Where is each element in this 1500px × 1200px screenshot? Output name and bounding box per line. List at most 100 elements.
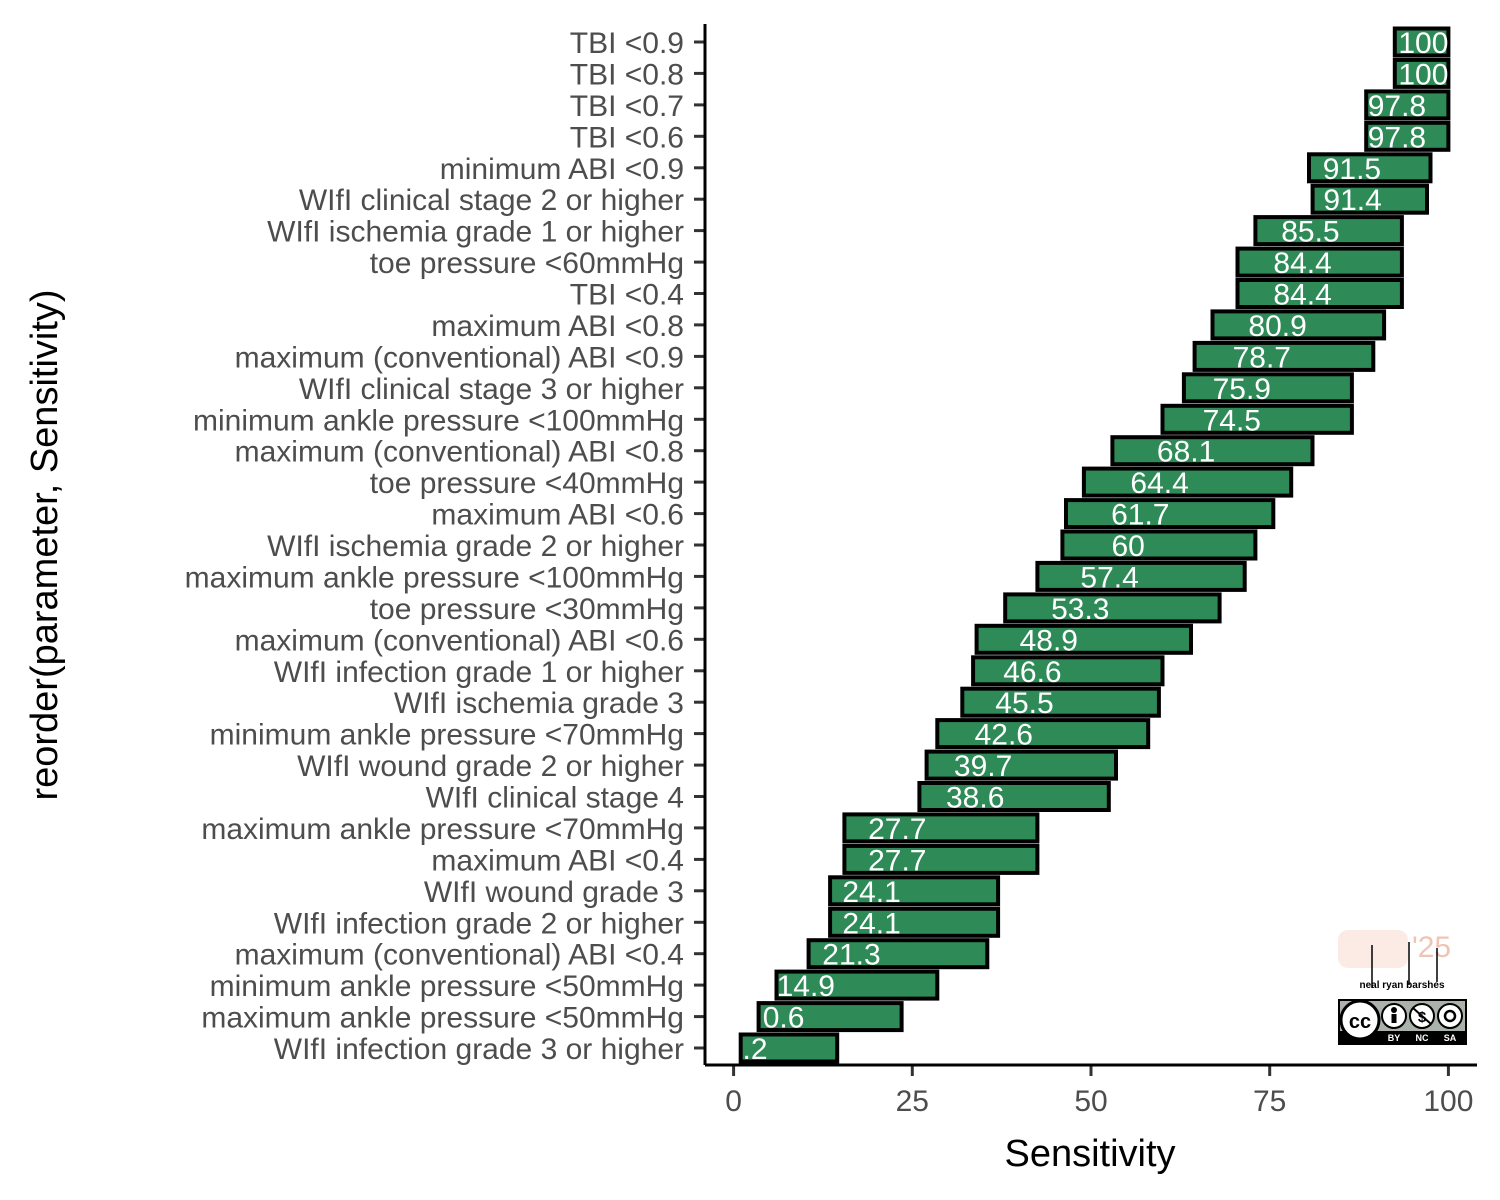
category-label: minimum ankle pressure <100mmHg bbox=[193, 404, 684, 437]
category-label: minimum ABI <0.9 bbox=[440, 153, 684, 186]
data-label: 74.5 bbox=[1203, 404, 1261, 437]
y-axis-title: reorder(parameter, Sensitivity) bbox=[24, 289, 66, 800]
data-label: 64.4 bbox=[1130, 467, 1188, 500]
data-label: 100 bbox=[1398, 58, 1448, 91]
bar bbox=[1064, 498, 1276, 530]
x-axis-title: Sensitivity bbox=[1004, 1133, 1175, 1175]
license-label-sa: SA bbox=[1444, 1033, 1457, 1043]
data-label: 75.9 bbox=[1213, 373, 1271, 406]
category-label: WIfI ischemia grade 2 or higher bbox=[267, 530, 684, 563]
data-label: 61.7 bbox=[1111, 499, 1169, 532]
data-label: 21.3 bbox=[822, 939, 880, 972]
category-label: WIfI infection grade 3 or higher bbox=[274, 1033, 684, 1066]
data-labels-layer: 10010097.897.891.591.485.584.484.480.978… bbox=[742, 27, 1448, 1066]
data-label: 85.5 bbox=[1281, 216, 1339, 249]
bar bbox=[756, 1001, 904, 1033]
watermark: '25 neal ryan barshes cc $ BY NC SA bbox=[1338, 930, 1467, 1045]
category-label: WIfI ischemia grade 3 bbox=[394, 687, 684, 720]
bar bbox=[960, 686, 1161, 718]
category-label: WIfI wound grade 3 bbox=[424, 876, 684, 909]
data-label: 24.1 bbox=[842, 907, 900, 940]
category-label: maximum (conventional) ABI <0.9 bbox=[235, 341, 684, 374]
x-tick-label: 100 bbox=[1423, 1085, 1473, 1118]
bar bbox=[1235, 278, 1404, 309]
data-label: 42.6 bbox=[975, 719, 1033, 752]
cc-by-nc-sa-icon: cc $ BY NC SA bbox=[1338, 999, 1467, 1045]
watermark-year: '25 bbox=[1412, 931, 1451, 964]
bar bbox=[828, 906, 1001, 938]
data-label: 48.9 bbox=[1020, 624, 1078, 657]
category-label: maximum (conventional) ABI <0.8 bbox=[235, 436, 684, 469]
data-label: 80.9 bbox=[1248, 310, 1306, 343]
bar bbox=[738, 1032, 840, 1064]
category-label: maximum ankle pressure <70mmHg bbox=[201, 813, 684, 846]
data-label: 27.7 bbox=[868, 813, 926, 846]
bar bbox=[1110, 435, 1315, 467]
data-label: 91.5 bbox=[1323, 153, 1381, 186]
category-label: maximum ABI <0.6 bbox=[431, 499, 684, 532]
data-label: 0.6 bbox=[763, 1002, 805, 1035]
category-label: toe pressure <40mmHg bbox=[370, 467, 684, 500]
bar bbox=[1003, 592, 1222, 624]
license-label-by: BY bbox=[1388, 1033, 1401, 1043]
category-label: WIfI infection grade 1 or higher bbox=[274, 656, 684, 689]
data-label: 27.7 bbox=[868, 844, 926, 877]
bar bbox=[1392, 26, 1451, 58]
data-label: 53.3 bbox=[1051, 593, 1109, 626]
category-label: WIfI infection grade 2 or higher bbox=[274, 907, 684, 940]
data-label: 68.1 bbox=[1157, 436, 1215, 469]
svg-text:cc: cc bbox=[1349, 1011, 1371, 1033]
category-label: toe pressure <30mmHg bbox=[370, 593, 684, 626]
bar bbox=[1035, 560, 1247, 592]
category-label: maximum (conventional) ABI <0.4 bbox=[235, 939, 684, 972]
category-label: maximum ankle pressure <50mmHg bbox=[201, 1002, 684, 1035]
bar bbox=[917, 781, 1111, 812]
data-label: 46.6 bbox=[1003, 656, 1061, 689]
category-label: minimum ankle pressure <70mmHg bbox=[210, 719, 684, 752]
bar bbox=[1060, 529, 1258, 561]
category-label: WIfI clinical stage 3 or higher bbox=[299, 373, 684, 406]
watermark-name: neal ryan barshes bbox=[1359, 980, 1444, 991]
bar bbox=[1310, 183, 1429, 215]
bar bbox=[842, 843, 1040, 875]
data-label: 100 bbox=[1398, 27, 1448, 60]
x-ticks-layer: 0 25 50 75 100 bbox=[694, 40, 1473, 1118]
data-label: 57.4 bbox=[1080, 561, 1138, 594]
bar bbox=[828, 875, 1001, 907]
data-label: 84.4 bbox=[1273, 247, 1331, 280]
category-label: maximum ABI <0.4 bbox=[431, 844, 684, 877]
bar bbox=[774, 969, 940, 1001]
bar bbox=[971, 655, 1165, 687]
bar bbox=[1307, 152, 1433, 184]
bar bbox=[1364, 89, 1451, 121]
category-label: WIfI clinical stage 4 bbox=[426, 782, 684, 815]
bar bbox=[1392, 57, 1451, 89]
bar bbox=[842, 812, 1040, 844]
license-label-nc: NC bbox=[1416, 1033, 1429, 1043]
bar bbox=[1160, 403, 1354, 435]
data-label: 39.7 bbox=[954, 750, 1012, 783]
data-label: .2 bbox=[742, 1033, 767, 1066]
category-label: WIfI wound grade 2 or higher bbox=[297, 750, 684, 783]
category-label: minimum ankle pressure <50mmHg bbox=[210, 970, 684, 1003]
data-label: 45.5 bbox=[995, 687, 1053, 720]
data-label: 84.4 bbox=[1273, 279, 1331, 312]
watermark-signature-smudge bbox=[1338, 930, 1408, 968]
category-label: maximum (conventional) ABI <0.6 bbox=[235, 624, 684, 657]
data-label: 97.8 bbox=[1368, 90, 1426, 123]
category-label: WIfI clinical stage 2 or higher bbox=[299, 184, 684, 217]
category-label: TBI <0.6 bbox=[570, 121, 684, 154]
bar bbox=[1235, 246, 1404, 278]
bar bbox=[806, 938, 990, 970]
bar bbox=[935, 718, 1151, 750]
data-label: 14.9 bbox=[777, 970, 835, 1003]
category-label: WIfI ischemia grade 1 or higher bbox=[267, 216, 684, 249]
category-label: maximum ABI <0.8 bbox=[431, 310, 684, 343]
x-tick-label: 50 bbox=[1074, 1085, 1107, 1118]
x-tick-label: 25 bbox=[896, 1085, 929, 1118]
category-label: TBI <0.7 bbox=[570, 90, 684, 123]
category-label: TBI <0.9 bbox=[570, 27, 684, 60]
category-label: TBI <0.4 bbox=[570, 279, 684, 312]
